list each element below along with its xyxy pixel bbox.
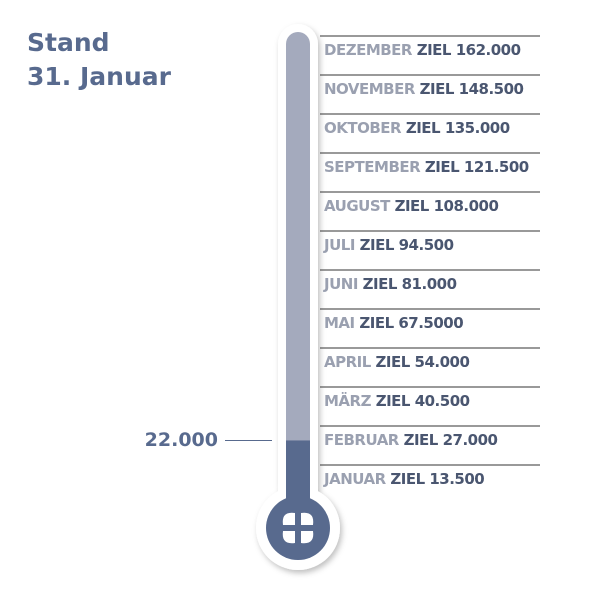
icon-petal — [301, 531, 314, 544]
icon-petal — [282, 531, 295, 544]
milestone-label: JANUAR ZIEL 13.500 — [323, 470, 484, 488]
month-label: FEBRUAR — [324, 431, 400, 449]
bulb — [266, 496, 330, 560]
thermometer — [256, 24, 340, 570]
month-label: SEPTEMBER — [324, 158, 421, 176]
target-label: ZIEL 81.000 — [363, 275, 457, 293]
milestone-label: AUGUST ZIEL 108.000 — [324, 197, 498, 215]
chart-subtitle: 31. Januar — [27, 62, 172, 91]
target-label: ZIEL 94.500 — [360, 236, 454, 254]
tube-track — [286, 32, 310, 512]
target-label: ZIEL 67.5000 — [359, 314, 463, 332]
target-label: ZIEL 108.000 — [395, 197, 499, 215]
milestone-label: OKTOBER ZIEL 135.000 — [324, 119, 510, 137]
chart-title: Stand — [27, 28, 110, 57]
target-label: ZIEL 40.500 — [376, 392, 470, 410]
current-label: 22.000 — [145, 429, 218, 451]
milestone-label: NOVEMBER ZIEL 148.500 — [324, 80, 524, 98]
target-label: ZIEL 13.500 — [390, 470, 484, 488]
month-label: MÄRZ — [324, 391, 372, 410]
milestone-label: JULI ZIEL 94.500 — [323, 236, 454, 254]
month-label: JANUAR — [323, 470, 387, 488]
target-label: ZIEL 148.500 — [420, 80, 524, 98]
milestone-label: DEZEMBER ZIEL 162.000 — [324, 41, 521, 59]
target-label: ZIEL 27.000 — [404, 431, 498, 449]
month-label: NOVEMBER — [324, 80, 416, 98]
icon-petal — [282, 512, 295, 525]
milestone-label: MÄRZ ZIEL 40.500 — [324, 391, 470, 410]
target-label: ZIEL 54.000 — [376, 353, 470, 371]
milestone-label: JUNI ZIEL 81.000 — [323, 275, 457, 293]
target-label: ZIEL 135.000 — [406, 119, 510, 137]
month-label: DEZEMBER — [324, 41, 413, 59]
target-label: ZIEL 162.000 — [417, 41, 521, 59]
target-label: ZIEL 121.500 — [425, 158, 529, 176]
milestone-label: APRIL ZIEL 54.000 — [324, 353, 469, 371]
bulb-icon — [282, 512, 314, 544]
icon-petal — [301, 512, 314, 525]
month-label: JUNI — [323, 275, 358, 293]
milestone-label: SEPTEMBER ZIEL 121.500 — [324, 158, 529, 176]
month-label: JULI — [323, 236, 355, 254]
month-label: OKTOBER — [324, 119, 402, 137]
month-label: APRIL — [324, 353, 372, 371]
milestone-label: MAI ZIEL 67.5000 — [324, 314, 463, 332]
milestone-label: FEBRUAR ZIEL 27.000 — [324, 431, 498, 449]
month-label: AUGUST — [324, 197, 391, 215]
month-label: MAI — [324, 314, 355, 332]
